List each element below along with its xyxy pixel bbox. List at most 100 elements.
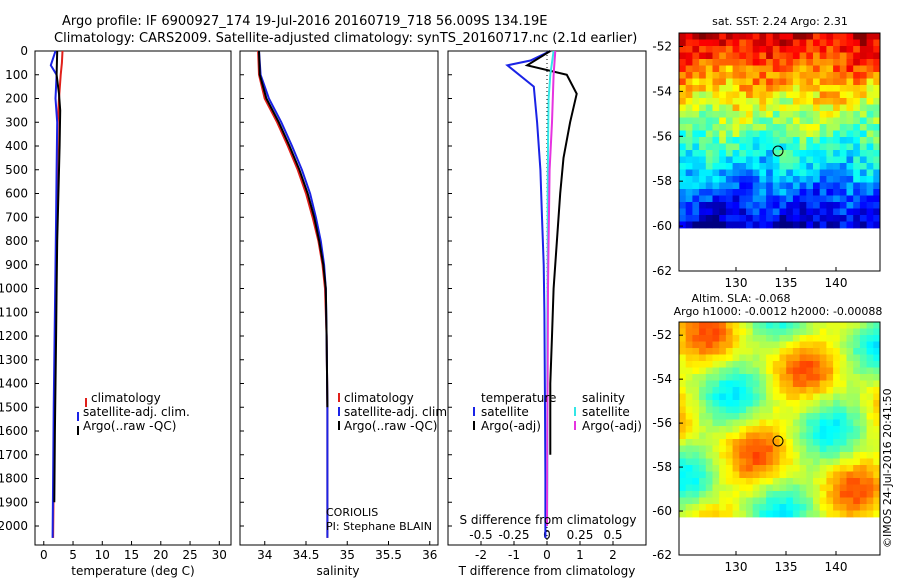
sla-cell [839, 328, 847, 336]
sst-cell [766, 182, 774, 190]
sst-cell [712, 46, 720, 53]
sla-cell [873, 328, 881, 336]
sst-cell [719, 137, 727, 144]
depth-tick-label: 0 [20, 44, 28, 58]
sst-cell [725, 169, 733, 177]
sst-cell [826, 195, 834, 203]
sst-cell [873, 59, 881, 66]
sst-cell [813, 208, 821, 216]
sla-cell [792, 452, 800, 459]
sla-cell [806, 478, 814, 485]
sla-cell [772, 465, 780, 472]
sla-cell [806, 354, 814, 362]
sla-cell [692, 419, 700, 427]
sla-cell [739, 497, 747, 505]
sla-cell [806, 322, 814, 329]
sla-cell [799, 348, 807, 355]
sst-cell [759, 65, 767, 73]
sla-cell [833, 400, 841, 407]
sst-cell [853, 195, 861, 203]
sst-cell [732, 150, 740, 157]
sla-cell [739, 348, 747, 355]
sla-cell [699, 452, 707, 459]
sla-cell [732, 419, 740, 427]
sla-cell [712, 348, 720, 355]
sla-cell [873, 374, 881, 381]
legend-s-satellite: satellite [582, 405, 630, 419]
sst-cell [766, 85, 774, 92]
sla-cell [813, 406, 821, 414]
sst-cell [685, 208, 693, 216]
sla-cell [813, 504, 821, 511]
sla-cell [799, 471, 807, 479]
lat-tick-label: -56 [652, 129, 672, 143]
series-line-t-argo-adj- [524, 50, 578, 455]
sst-cell [732, 176, 740, 183]
sla-cell [719, 335, 727, 342]
sst-cell [873, 104, 881, 112]
sla-cell [799, 458, 807, 466]
sla-cell [739, 322, 747, 329]
sla-cell [859, 510, 867, 518]
difference-panel: -2 -1 0 1 2 -0.5 -0.25 0 0.25 0.5 temperature sa… [447, 50, 647, 578]
lon-tick-label: 140 [825, 560, 848, 574]
sla-cell [746, 452, 754, 459]
sla-cell [679, 484, 687, 492]
sst-cell [859, 202, 867, 209]
sla-cell [679, 452, 687, 459]
sst-cell [712, 143, 720, 151]
sst-cell [859, 72, 867, 79]
sst-cell [873, 72, 881, 79]
sst-map-lon-axis: 130 135 140 [725, 267, 847, 290]
sla-cell [766, 419, 774, 427]
sla-cell [719, 380, 727, 388]
sla-cell [692, 335, 700, 342]
sst-cell [813, 150, 821, 157]
sst-cell [732, 189, 740, 196]
sla-cell [859, 322, 867, 329]
sst-cell [826, 72, 834, 79]
sla-cell [813, 439, 821, 446]
sla-cell [779, 491, 787, 498]
sst-cell [752, 221, 760, 229]
sst-cell [786, 195, 794, 203]
sla-cell [719, 458, 727, 466]
sst-map-raster [679, 33, 881, 229]
sla-cell [873, 478, 881, 485]
sla-cell [799, 504, 807, 511]
sla-cell [732, 497, 740, 505]
sla-cell [725, 458, 733, 466]
sla-cell [772, 406, 780, 414]
sst-cell [746, 176, 754, 183]
sla-cell [752, 458, 760, 466]
sla-cell [799, 484, 807, 492]
sst-cell [679, 52, 687, 60]
sst-cell [826, 46, 834, 53]
sla-cell [679, 445, 687, 453]
sla-cell [759, 491, 767, 498]
sst-cell [813, 98, 821, 105]
sla-cell [679, 354, 687, 362]
sst-cell [705, 46, 713, 53]
sst-cell [772, 72, 780, 79]
depth-tick-label: 1300 [0, 353, 28, 367]
sla-cell [692, 406, 700, 414]
sla-cell [699, 322, 707, 329]
sst-cell [792, 163, 800, 170]
sst-cell [813, 117, 821, 125]
sla-cell [853, 387, 861, 394]
sla-cell [766, 335, 774, 342]
sst-cell [772, 150, 780, 157]
sst-cell [679, 215, 687, 222]
sla-cell [839, 452, 847, 459]
legend-argo: Argo(..raw -QC) [344, 419, 437, 433]
sst-cell [826, 182, 834, 190]
sst-cell [873, 202, 881, 209]
sla-cell [819, 387, 827, 394]
sst-cell [806, 59, 814, 66]
sla-cell [839, 354, 847, 362]
sla-cell [766, 497, 774, 505]
header-line2: Climatology: CARS2009. Satellite-adjuste… [54, 31, 637, 46]
sla-cell [833, 341, 841, 349]
sla-cell [819, 439, 827, 446]
